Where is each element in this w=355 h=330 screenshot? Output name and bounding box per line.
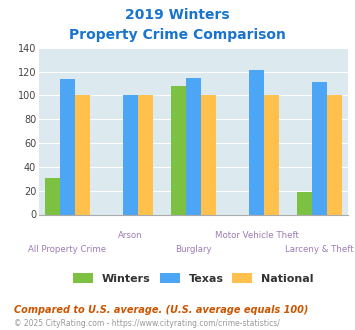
Text: Property Crime Comparison: Property Crime Comparison: [69, 28, 286, 42]
Legend: Winters, Texas, National: Winters, Texas, National: [70, 270, 317, 287]
Bar: [45, 178, 60, 214]
Bar: [123, 95, 138, 214]
Bar: [138, 95, 153, 214]
Bar: [327, 95, 342, 214]
Text: Motor Vehicle Theft: Motor Vehicle Theft: [215, 231, 299, 240]
Text: 2019 Winters: 2019 Winters: [125, 8, 230, 22]
Text: Compared to U.S. average. (U.S. average equals 100): Compared to U.S. average. (U.S. average …: [14, 305, 308, 315]
Bar: [201, 95, 216, 214]
Bar: [312, 82, 327, 214]
Bar: [297, 192, 312, 214]
Bar: [60, 79, 75, 214]
Text: Larceny & Theft: Larceny & Theft: [285, 245, 354, 254]
Bar: [249, 71, 264, 215]
Text: All Property Crime: All Property Crime: [28, 245, 106, 254]
Bar: [264, 95, 279, 214]
Bar: [186, 78, 201, 214]
Bar: [171, 86, 186, 214]
Text: © 2025 CityRating.com - https://www.cityrating.com/crime-statistics/: © 2025 CityRating.com - https://www.city…: [14, 319, 280, 328]
Bar: [75, 95, 89, 214]
Text: Burglary: Burglary: [175, 245, 212, 254]
Text: Arson: Arson: [118, 231, 143, 240]
